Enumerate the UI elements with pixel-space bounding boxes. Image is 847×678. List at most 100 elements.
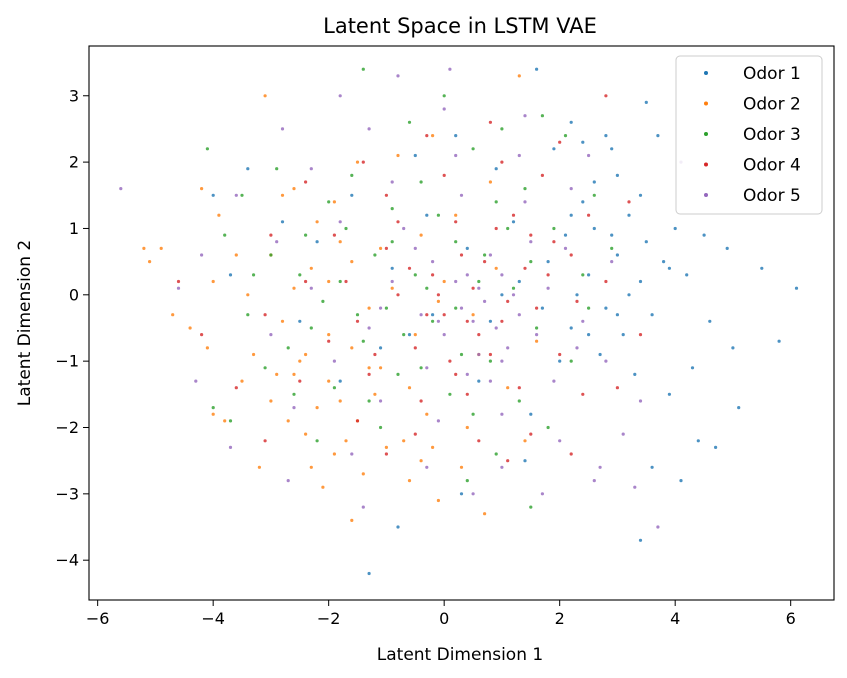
point-odor-4 [459, 253, 464, 257]
point-odor-2 [379, 246, 383, 250]
point-odor-3 [292, 392, 296, 396]
point-odor-5 [477, 352, 481, 357]
point-odor-2 [459, 465, 464, 469]
point-odor-1 [702, 233, 706, 237]
point-odor-4 [529, 432, 533, 436]
point-odor-2 [407, 386, 412, 390]
point-odor-1 [737, 406, 741, 410]
point-odor-4 [465, 319, 469, 323]
point-odor-5 [367, 326, 371, 330]
point-odor-2 [442, 279, 446, 284]
point-odor-2 [471, 313, 475, 317]
point-odor-1 [413, 153, 417, 158]
point-odor-5 [465, 273, 469, 277]
point-odor-4 [425, 134, 429, 138]
point-odor-4 [638, 333, 643, 337]
point-odor-2 [292, 372, 296, 376]
point-odor-1 [708, 319, 712, 323]
point-odor-4 [523, 266, 527, 270]
point-odor-2 [419, 459, 423, 463]
point-odor-4 [442, 173, 446, 177]
point-odor-5 [517, 313, 521, 317]
point-odor-3 [494, 200, 498, 204]
point-odor-4 [477, 333, 481, 337]
point-odor-4 [304, 279, 308, 284]
point-odor-1 [546, 260, 550, 264]
point-odor-4 [587, 213, 591, 217]
point-odor-5 [350, 452, 354, 456]
point-odor-4 [436, 293, 440, 297]
point-odor-5 [379, 399, 383, 403]
point-odor-2 [280, 193, 285, 197]
point-odor-4 [425, 313, 429, 317]
point-odor-5 [442, 107, 446, 111]
point-odor-5 [119, 187, 123, 191]
point-odor-4 [396, 293, 400, 297]
point-odor-1 [679, 479, 683, 483]
point-odor-1 [621, 333, 625, 337]
point-odor-2 [413, 333, 417, 337]
legend-marker-odor-2 [704, 101, 708, 106]
point-odor-5 [621, 432, 625, 436]
point-odor-5 [332, 359, 336, 363]
point-odor-3 [471, 412, 475, 416]
point-odor-1 [569, 326, 573, 330]
point-odor-1 [638, 279, 643, 284]
point-odor-1 [558, 359, 562, 363]
point-odor-3 [523, 187, 527, 191]
point-odor-3 [517, 399, 521, 403]
point-odor-1 [714, 445, 718, 449]
point-odor-2 [431, 134, 435, 138]
point-odor-2 [350, 518, 354, 523]
point-odor-5 [419, 313, 423, 317]
point-odor-3 [529, 505, 533, 509]
point-odor-3 [425, 286, 429, 290]
point-odor-5 [367, 127, 371, 131]
point-odor-5 [454, 153, 458, 158]
point-odor-5 [604, 359, 608, 363]
point-odor-5 [465, 372, 469, 376]
point-odor-1 [662, 260, 666, 264]
point-odor-2 [292, 187, 296, 191]
point-odor-4 [517, 386, 521, 390]
point-odor-4 [546, 273, 550, 277]
point-odor-1 [517, 279, 521, 284]
point-odor-3 [228, 419, 233, 423]
point-odor-3 [361, 339, 365, 343]
point-odor-3 [327, 200, 331, 204]
point-odor-5 [529, 240, 533, 244]
point-odor-3 [298, 273, 302, 277]
point-odor-3 [483, 253, 487, 257]
legend-marker-odor-1 [704, 71, 708, 75]
point-odor-1 [552, 147, 556, 151]
point-odor-4 [361, 160, 365, 164]
point-odor-4 [494, 226, 498, 231]
point-odor-1 [367, 571, 371, 576]
point-odor-3 [436, 213, 440, 217]
point-odor-5 [459, 193, 464, 197]
point-odor-4 [298, 379, 302, 383]
point-odor-3 [355, 313, 360, 317]
point-odor-2 [384, 445, 388, 449]
point-odor-2 [338, 240, 342, 244]
point-odor-3 [396, 372, 400, 376]
point-odor-5 [558, 439, 562, 443]
point-odor-3 [431, 319, 435, 323]
legend-marker-odor-3 [704, 132, 708, 136]
point-odor-1 [610, 147, 614, 151]
point-odor-1 [690, 366, 695, 370]
point-odor-3 [500, 127, 504, 131]
point-odor-5 [194, 379, 198, 383]
point-odor-1 [615, 253, 620, 257]
point-odor-1 [667, 392, 672, 396]
point-odor-2 [275, 372, 279, 376]
point-odor-2 [240, 379, 244, 383]
point-odor-4 [488, 352, 492, 357]
point-odor-2 [159, 246, 163, 250]
point-odor-3 [350, 173, 354, 177]
point-odor-3 [269, 253, 273, 257]
points-layer [119, 67, 799, 576]
point-odor-4 [500, 319, 504, 323]
point-odor-5 [228, 445, 233, 449]
point-odor-3 [494, 452, 498, 456]
